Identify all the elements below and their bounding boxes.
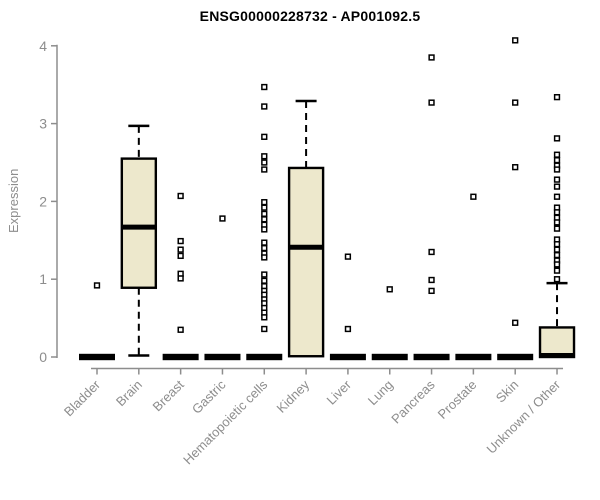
outlier-point (553, 225, 561, 232)
outlier-point (177, 246, 184, 253)
outlier-point (261, 314, 268, 321)
zero-bar (246, 353, 283, 361)
outlier-point (428, 287, 435, 295)
outlier-point (261, 133, 268, 140)
x-axis-category-label: Liver (324, 377, 355, 408)
outlier-point (261, 199, 268, 206)
outlier-point (553, 176, 561, 183)
outlier-point (261, 204, 268, 211)
outlier-point (261, 103, 268, 110)
x-axis-category-label: Bladder (61, 377, 104, 420)
zero-bar (204, 353, 241, 361)
chart-title: ENSG00000228732 - AP001092.5 (199, 8, 421, 24)
zero-bar (371, 353, 408, 361)
x-axis-category-label: Brain (113, 377, 145, 409)
outlier-point (553, 151, 561, 158)
y-axis-tick-label: 3 (39, 116, 47, 132)
outlier-point (177, 237, 184, 245)
x-axis-category-label: Breast (150, 377, 187, 414)
y-axis-tick-label: 0 (39, 349, 47, 365)
y-axis-tick-label: 2 (39, 193, 47, 209)
outlier-point (219, 215, 226, 222)
outlier-point (261, 166, 268, 173)
outlier-point (553, 267, 561, 274)
zero-bar (79, 353, 115, 361)
outlier-point (553, 135, 561, 142)
outlier-point (553, 251, 561, 259)
x-axis-category-label: Unknown / Other (484, 377, 564, 457)
x-axis-category-label: Kidney (274, 377, 313, 416)
y-axis-tick-label: 4 (39, 38, 47, 54)
outlier-point (553, 276, 561, 283)
outlier-point (428, 276, 435, 284)
x-axis-category-label: Gastric (189, 377, 229, 417)
outlier-point (261, 216, 268, 223)
outlier-point (553, 183, 561, 190)
zero-bar (497, 353, 534, 361)
outlier-point (428, 99, 435, 106)
zero-bar (455, 353, 492, 361)
outlier-point (261, 153, 268, 160)
x-axis-category-label: Lung (365, 377, 396, 408)
y-axis-tick-label: 1 (39, 271, 47, 287)
x-axis-category-label: Pancreas (388, 377, 438, 427)
outlier-point (470, 193, 477, 200)
x-axis-category-label: Skin (493, 377, 521, 405)
outlier-point (428, 248, 435, 256)
outlier-point (177, 252, 184, 260)
outlier-point (553, 219, 561, 226)
zero-bar (162, 353, 199, 361)
outlier-point (93, 282, 101, 289)
outlier-point (512, 99, 519, 106)
outlier-point (512, 319, 519, 326)
outlier-point (261, 277, 268, 284)
box-rect (538, 326, 576, 359)
outlier-point (261, 271, 268, 278)
outlier-point (553, 209, 561, 216)
outlier-point (261, 244, 268, 252)
outlier-point (344, 253, 352, 260)
box-rect (120, 157, 158, 289)
zero-bar (329, 353, 366, 361)
outlier-point (553, 157, 561, 164)
outlier-point (553, 246, 561, 253)
outlier-point (177, 326, 184, 333)
outlier-point (512, 37, 519, 44)
outlier-point (261, 83, 268, 91)
x-axis-category-label: Prostate (435, 377, 480, 422)
y-axis-label: Expression (6, 168, 21, 233)
outlier-point (553, 241, 561, 248)
outlier-point (386, 286, 393, 293)
outlier-point (177, 192, 184, 200)
outlier-point (512, 164, 519, 171)
outlier-point (344, 325, 352, 333)
outlier-point (553, 166, 561, 173)
outlier-point (261, 325, 268, 333)
outlier-point (553, 93, 561, 101)
outlier-point (428, 54, 435, 61)
outlier-point (261, 226, 268, 233)
outlier-point (553, 193, 561, 200)
outlier-point (553, 261, 561, 268)
outlier-point (261, 254, 268, 261)
outlier-point (261, 239, 268, 246)
outlier-point (261, 159, 268, 166)
outlier-point (177, 275, 184, 282)
outlier-point (261, 210, 268, 217)
box-rect (287, 166, 325, 358)
zero-bar (413, 353, 450, 361)
